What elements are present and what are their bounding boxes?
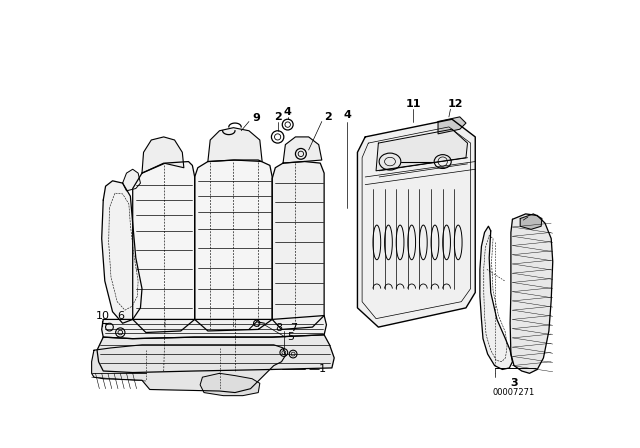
Polygon shape: [97, 335, 334, 373]
Text: —1: —1: [308, 365, 327, 375]
Polygon shape: [132, 162, 195, 332]
Text: 12: 12: [448, 99, 463, 109]
Text: 8: 8: [275, 323, 282, 333]
Polygon shape: [123, 169, 140, 191]
Polygon shape: [376, 129, 467, 171]
Polygon shape: [195, 160, 272, 331]
Text: 10: 10: [96, 310, 110, 321]
Text: 3: 3: [510, 378, 518, 388]
Polygon shape: [520, 214, 542, 229]
Polygon shape: [358, 119, 476, 327]
Text: 5: 5: [287, 332, 294, 342]
Polygon shape: [283, 137, 322, 163]
Polygon shape: [102, 181, 142, 323]
Polygon shape: [142, 137, 184, 173]
Text: 6: 6: [117, 310, 124, 321]
Polygon shape: [102, 315, 326, 339]
Text: 2: 2: [324, 112, 332, 122]
Text: 9: 9: [253, 112, 260, 123]
Text: 4: 4: [344, 110, 351, 121]
Text: 11: 11: [406, 99, 421, 109]
Polygon shape: [438, 117, 466, 134]
Text: 2: 2: [274, 112, 282, 122]
Polygon shape: [510, 214, 553, 373]
Polygon shape: [480, 226, 513, 370]
Text: 7: 7: [291, 323, 298, 333]
Polygon shape: [208, 128, 262, 162]
Polygon shape: [272, 162, 324, 329]
Polygon shape: [200, 373, 260, 396]
Text: 4: 4: [284, 107, 292, 116]
Text: 00007271: 00007271: [493, 388, 535, 397]
Polygon shape: [92, 345, 285, 392]
